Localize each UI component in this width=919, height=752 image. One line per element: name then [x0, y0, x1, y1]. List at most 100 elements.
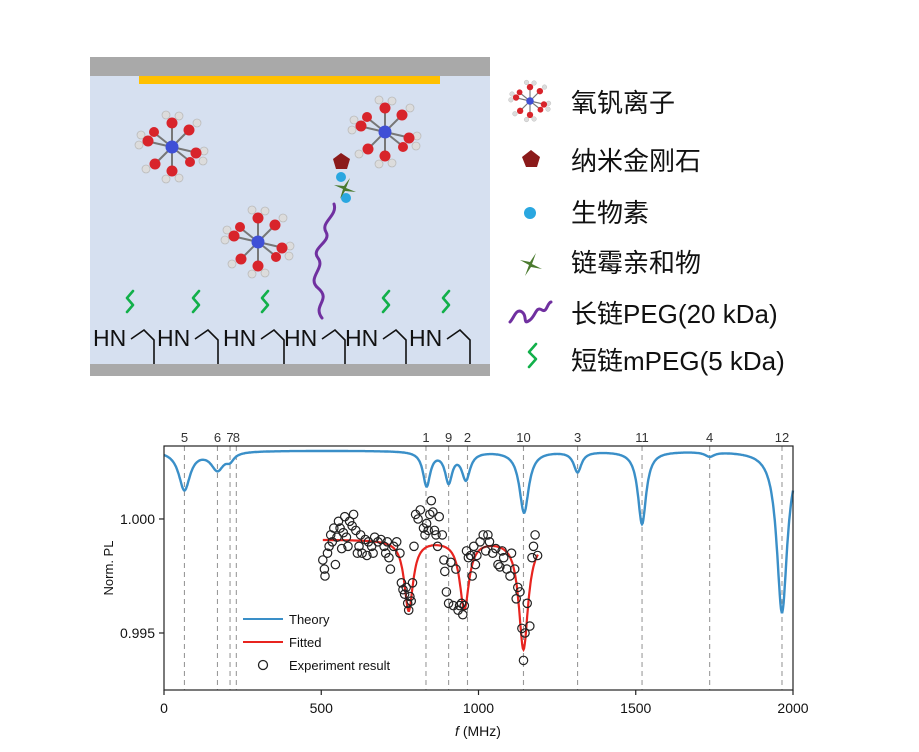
experiment-point: [333, 516, 344, 527]
experiment-point: [432, 541, 443, 552]
experiment-point: [429, 525, 440, 536]
functionalized-surface-diagram: HN HN HN HN HN HN 氧钒离子 纳米金刚石 生物素 链霉亲和物 长…: [90, 57, 785, 376]
x-tick-label: 1000: [463, 700, 494, 716]
experiment-point: [490, 543, 501, 554]
experiment-point: [403, 605, 414, 615]
experiment-point: [357, 548, 367, 558]
experiment-point: [382, 537, 393, 547]
experiment-point: [385, 564, 396, 574]
x-tick-label: 1500: [620, 700, 651, 716]
biotin-marker: [341, 193, 351, 203]
experiment-point: [322, 548, 333, 558]
experiment-point: [339, 511, 350, 522]
experiment-point: [336, 543, 347, 554]
experiment-point: [398, 584, 408, 595]
experiment-point: [506, 548, 517, 558]
experiment-point: [484, 537, 495, 547]
experiment-point: [483, 530, 493, 540]
plot-area: [163, 449, 795, 666]
experiment-point: [320, 571, 330, 581]
x-axis-ticks: 0 500 1000 1500 2000: [160, 690, 809, 716]
x-tick-label: 500: [310, 700, 334, 716]
experiment-point: [509, 564, 520, 574]
amine-label: HN: [157, 325, 190, 351]
odmr-spectrum-chart: 5 6 7 8 1 9 2 10 3 11 4 12 0 500 1000 1500 2000 0.995 1.…: [101, 430, 809, 739]
experiment-point: [330, 559, 341, 570]
experiment-point: [405, 591, 415, 602]
experiment-point: [515, 587, 525, 597]
experiment-point: [528, 541, 539, 552]
transition-label-4: 4: [706, 430, 713, 445]
y-tick-label: 1.000: [120, 511, 155, 527]
experiment-point: [518, 655, 529, 666]
experiment-point: [431, 530, 441, 540]
experiment-point: [493, 559, 503, 570]
transition-label-2: 2: [464, 430, 471, 445]
experiment-point: [527, 552, 537, 563]
transition-lines: [183, 446, 783, 690]
experiment-point: [421, 518, 432, 529]
experiment-point: [362, 550, 372, 561]
gold-electrode-strip: [139, 76, 440, 84]
experiment-point: [409, 541, 419, 552]
experiment-point: [401, 582, 411, 593]
experiment-point: [467, 571, 477, 581]
experiment-point: [423, 525, 433, 536]
experiment-point: [437, 530, 448, 540]
experiment-point: [317, 555, 328, 565]
legend-experiment-label: Experiment result: [289, 658, 391, 673]
experiment-point: [454, 600, 465, 611]
legend-experiment-swatch: [257, 659, 269, 671]
legend-label-biotin: 生物素: [571, 198, 649, 228]
experiment-point: [406, 596, 416, 606]
streptavidin-marker: [334, 178, 356, 199]
surface-amine-groups: HN HN HN HN HN HN: [93, 325, 442, 351]
experiment-point: [424, 509, 435, 520]
experiment-point: [480, 546, 491, 556]
amine-label: HN: [409, 325, 442, 351]
nanodiamond-icon: [522, 150, 540, 167]
biotin-marker-top: [336, 172, 346, 182]
long-peg-icon: [508, 300, 553, 324]
experiment-point: [497, 546, 507, 556]
experiment-point: [456, 598, 467, 609]
legend-label-nanodiamond: 纳米金刚石: [571, 146, 701, 176]
vanadyl-ion-icon: [507, 79, 552, 123]
transition-label-5: 5: [181, 430, 188, 445]
experiment-point: [470, 559, 481, 570]
top-wall: [90, 57, 490, 76]
streptavidin-icon: [520, 253, 542, 276]
experiment-point: [343, 541, 353, 552]
experiment-point: [355, 530, 366, 540]
amine-label: HN: [345, 325, 378, 351]
experiment-point: [459, 600, 470, 611]
experiment-point: [495, 562, 505, 572]
experiment-point: [407, 578, 418, 588]
experiment-point: [360, 534, 371, 545]
y-tick-label: 0.995: [120, 625, 155, 641]
experiment-point: [366, 541, 377, 552]
experiment-point: [524, 621, 535, 631]
experiment-point: [520, 628, 530, 638]
experiment-point: [332, 532, 342, 542]
transition-label-3: 3: [574, 430, 581, 445]
experiment-point: [439, 555, 449, 565]
experiment-point: [451, 564, 461, 574]
short-mpeg-icon: [527, 342, 538, 369]
experiment-point: [530, 530, 540, 540]
experiment-point: [532, 550, 543, 561]
experiment-point: [443, 598, 454, 609]
experiment-point: [373, 537, 383, 547]
amine-label: HN: [93, 325, 126, 351]
y-axis-ticks: 0.995 1.000: [120, 511, 164, 641]
experiment-point: [498, 552, 509, 563]
legend-label-short-mpeg: 短链mPEG(5 kDa): [571, 346, 785, 376]
transition-label-6: 6: [214, 430, 221, 445]
experiment-point: [428, 507, 438, 517]
experiment-point: [522, 598, 532, 609]
transition-label-1: 1: [422, 430, 429, 445]
experiment-point: [391, 537, 402, 547]
fitted-curve: [322, 538, 539, 653]
legend-fitted-label: Fitted: [289, 635, 322, 650]
experiment-point: [352, 548, 363, 558]
